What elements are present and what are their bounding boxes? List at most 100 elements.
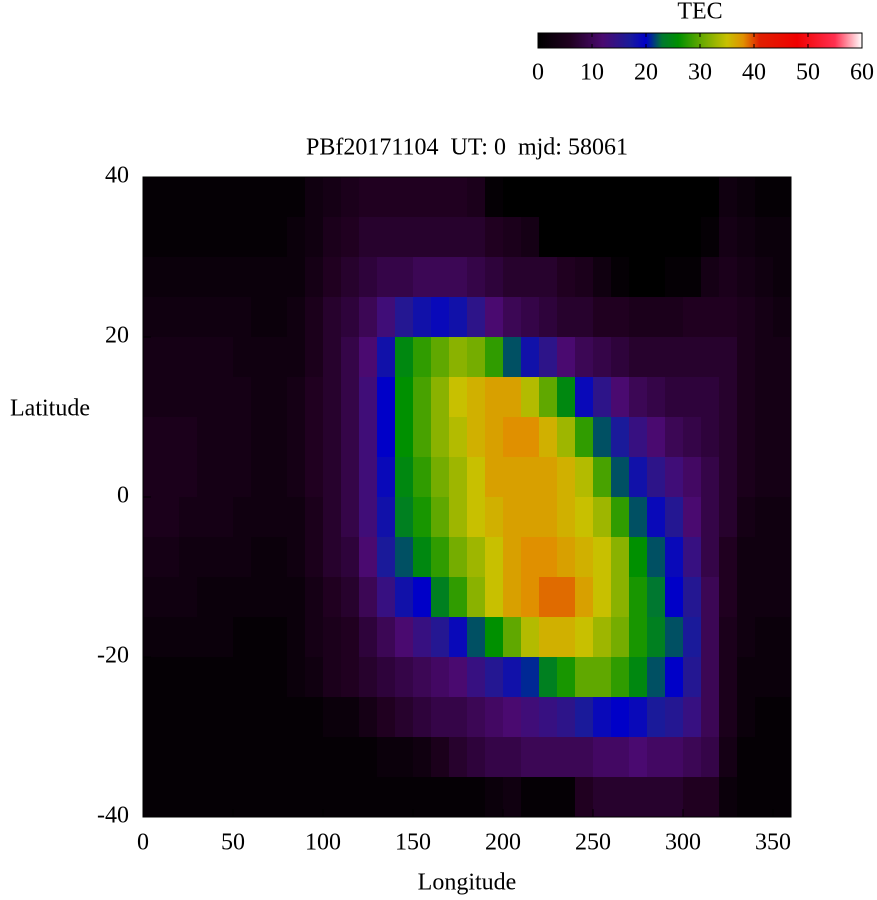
heat-cell bbox=[521, 777, 540, 818]
heat-cell bbox=[377, 617, 396, 658]
heat-cell bbox=[395, 537, 414, 578]
heat-cell bbox=[359, 697, 378, 738]
heat-cell bbox=[611, 617, 630, 658]
heat-cell bbox=[305, 777, 324, 818]
heat-cell bbox=[719, 417, 738, 458]
heat-cell bbox=[701, 577, 720, 618]
heat-cell bbox=[197, 257, 216, 298]
heat-cell bbox=[251, 337, 270, 378]
heat-cell bbox=[359, 537, 378, 578]
heat-cell bbox=[143, 177, 162, 218]
heat-cell bbox=[665, 417, 684, 458]
heat-cell bbox=[539, 337, 558, 378]
heat-cell bbox=[377, 417, 396, 458]
heat-cell bbox=[179, 377, 198, 418]
heat-cell bbox=[359, 737, 378, 778]
heat-cell bbox=[251, 417, 270, 458]
heat-cell bbox=[269, 417, 288, 458]
heat-cell bbox=[737, 777, 756, 818]
heat-cell bbox=[755, 177, 774, 218]
heat-cell bbox=[557, 457, 576, 498]
heat-cell bbox=[665, 257, 684, 298]
heat-cell bbox=[719, 657, 738, 698]
heat-cell bbox=[449, 257, 468, 298]
heat-cell bbox=[647, 457, 666, 498]
heat-cell bbox=[233, 777, 252, 818]
heat-cell bbox=[557, 297, 576, 338]
heat-cell bbox=[719, 737, 738, 778]
heat-cell bbox=[233, 737, 252, 778]
heat-cell bbox=[359, 417, 378, 458]
heat-cell bbox=[539, 737, 558, 778]
heat-cell bbox=[449, 457, 468, 498]
heat-cell bbox=[287, 377, 306, 418]
heat-cell bbox=[701, 697, 720, 738]
heat-cell bbox=[719, 497, 738, 538]
heat-cell bbox=[413, 537, 432, 578]
heat-cell bbox=[143, 217, 162, 258]
heat-cell bbox=[377, 177, 396, 218]
heat-cell bbox=[557, 177, 576, 218]
heat-cell bbox=[251, 217, 270, 258]
heat-cell bbox=[539, 377, 558, 418]
heat-cell bbox=[665, 657, 684, 698]
heat-cell bbox=[305, 337, 324, 378]
heat-cell bbox=[467, 377, 486, 418]
heat-cell bbox=[179, 657, 198, 698]
heat-cell bbox=[611, 777, 630, 818]
heat-cell bbox=[269, 577, 288, 618]
heat-cell bbox=[539, 617, 558, 658]
y-tick-label: -40 bbox=[97, 803, 129, 829]
heat-cell bbox=[395, 617, 414, 658]
heat-cell bbox=[233, 297, 252, 338]
heat-cell bbox=[503, 417, 522, 458]
heat-cell bbox=[611, 737, 630, 778]
heat-cell bbox=[179, 737, 198, 778]
heat-cell bbox=[719, 577, 738, 618]
heat-cell bbox=[701, 217, 720, 258]
heat-cell bbox=[575, 617, 594, 658]
heat-cell bbox=[485, 257, 504, 298]
colorbar-label: TEC bbox=[677, 0, 722, 25]
heat-cell bbox=[449, 497, 468, 538]
heat-cell bbox=[359, 777, 378, 818]
heat-cell bbox=[287, 457, 306, 498]
heat-cell bbox=[359, 617, 378, 658]
heat-cell bbox=[143, 697, 162, 738]
heat-cell bbox=[503, 577, 522, 618]
heat-cell bbox=[593, 377, 612, 418]
heat-cell bbox=[413, 777, 432, 818]
heat-cell bbox=[485, 697, 504, 738]
heat-cell bbox=[269, 737, 288, 778]
heat-cell bbox=[485, 497, 504, 538]
heat-cell bbox=[269, 377, 288, 418]
heat-cell bbox=[701, 737, 720, 778]
heat-cell bbox=[377, 537, 396, 578]
heat-cell bbox=[557, 217, 576, 258]
heat-cell bbox=[485, 337, 504, 378]
heat-cell bbox=[755, 217, 774, 258]
heat-cell bbox=[413, 657, 432, 698]
heat-cell bbox=[773, 457, 792, 498]
heat-cell bbox=[521, 537, 540, 578]
heat-cell bbox=[755, 377, 774, 418]
heat-cell bbox=[377, 297, 396, 338]
heat-cell bbox=[431, 737, 450, 778]
heat-cell bbox=[737, 577, 756, 618]
heat-cell bbox=[593, 257, 612, 298]
heat-cell bbox=[683, 417, 702, 458]
heat-cell bbox=[233, 177, 252, 218]
heat-cell bbox=[755, 777, 774, 818]
heat-cell bbox=[215, 297, 234, 338]
heat-cell bbox=[143, 577, 162, 618]
heat-cell bbox=[665, 537, 684, 578]
heat-cell bbox=[341, 217, 360, 258]
heat-cell bbox=[755, 577, 774, 618]
heat-cell bbox=[647, 497, 666, 538]
heat-cell bbox=[485, 737, 504, 778]
heat-cell bbox=[269, 497, 288, 538]
heat-cell bbox=[683, 657, 702, 698]
x-tick-label: 350 bbox=[755, 830, 791, 856]
heat-cell bbox=[431, 657, 450, 698]
heat-cell bbox=[269, 217, 288, 258]
